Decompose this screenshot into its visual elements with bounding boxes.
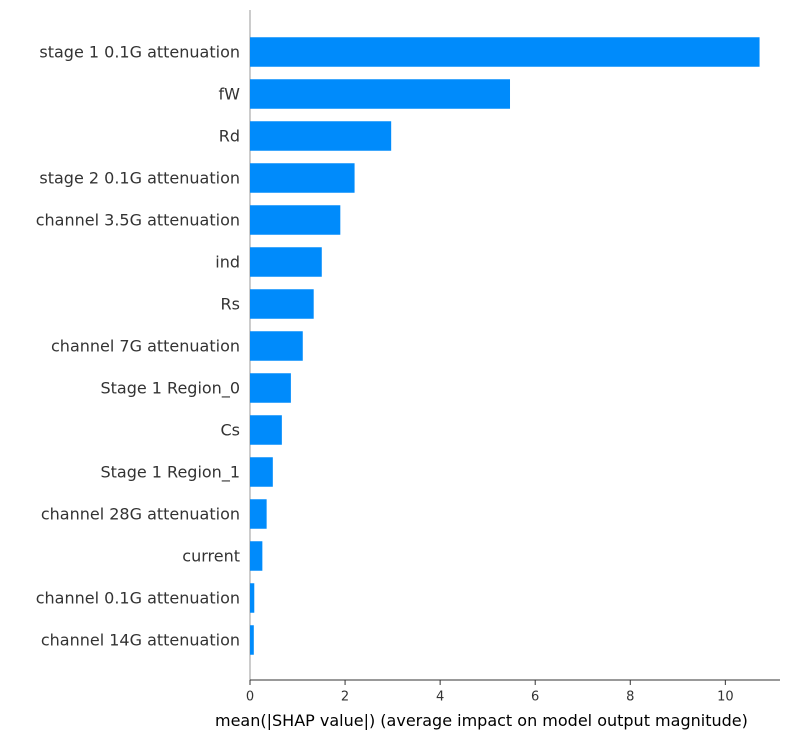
- x-axis-label: mean(|SHAP value|) (average impact on mo…: [215, 711, 748, 730]
- bar-stage-2-0-1g-attenuation: [250, 163, 355, 193]
- x-tick-label-4: 4: [436, 690, 444, 705]
- category-label-rs: Rs: [221, 295, 240, 314]
- bar-rd: [250, 121, 392, 151]
- x-tick-label-6: 6: [531, 690, 539, 705]
- category-label-channel-0-1g-attenuation: channel 0.1G attenuation: [36, 589, 240, 608]
- bar-channel-0-1g-attenuation: [250, 583, 255, 613]
- bar-ind: [250, 247, 322, 277]
- category-label-current: current: [182, 547, 240, 566]
- bar-cs: [250, 415, 282, 445]
- bar-channel-3-5g-attenuation: [250, 205, 341, 235]
- category-label-stage-1-region-0: Stage 1 Region_0: [100, 379, 240, 399]
- x-tick-label-10: 10: [717, 690, 734, 705]
- category-label-channel-28g-attenuation: channel 28G attenuation: [41, 505, 240, 524]
- x-tick-label-8: 8: [626, 690, 634, 705]
- bar-channel-14g-attenuation: [250, 625, 254, 655]
- bars-group: [250, 37, 760, 655]
- x-tick-label-0: 0: [246, 690, 254, 705]
- category-label-stage-2-0-1g-attenuation: stage 2 0.1G attenuation: [39, 169, 240, 188]
- x-ticks-group: 0 2 4 6 8 10: [246, 680, 734, 705]
- bar-channel-7g-attenuation: [250, 331, 303, 361]
- bar-current: [250, 541, 263, 571]
- bar-rs: [250, 289, 314, 319]
- category-label-channel-14g-attenuation: channel 14G attenuation: [41, 631, 240, 650]
- category-label-channel-3-5g-attenuation: channel 3.5G attenuation: [36, 211, 240, 230]
- bar-stage-1-region-0: [250, 373, 291, 403]
- bar-fw: [250, 79, 511, 109]
- category-label-fw: fW: [219, 85, 241, 104]
- bar-stage-1-region-1: [250, 457, 273, 487]
- bar-channel-28g-attenuation: [250, 499, 267, 529]
- category-label-ind: ind: [215, 253, 240, 272]
- category-label-stage-1-0-1g-attenuation: stage 1 0.1G attenuation: [39, 43, 240, 62]
- category-label-rd: Rd: [219, 127, 240, 146]
- bar-stage-1-0-1g-attenuation: [250, 37, 760, 67]
- category-label-cs: Cs: [220, 421, 240, 440]
- category-labels-group: stage 1 0.1G attenuation fW Rd stage 2 0.1G…: [36, 43, 240, 650]
- x-tick-label-2: 2: [341, 690, 349, 705]
- category-label-channel-7g-attenuation: channel 7G attenuation: [51, 337, 240, 356]
- category-label-stage-1-region-1: Stage 1 Region_1: [100, 463, 240, 483]
